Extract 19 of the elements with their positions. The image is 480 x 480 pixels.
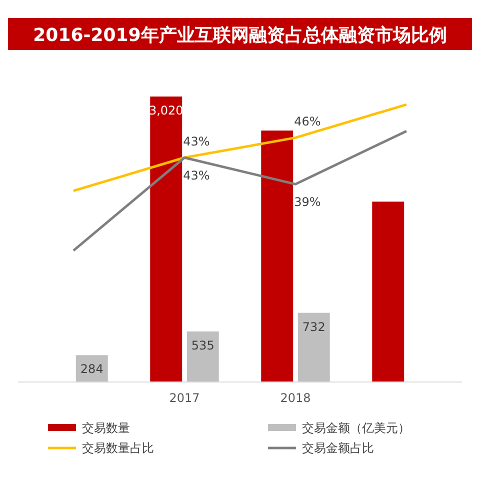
x-tick-label: 2018 (280, 391, 311, 405)
data-label: 284 (80, 362, 104, 376)
legend-label: 交易金额（亿美元） (302, 421, 410, 435)
bar (372, 202, 404, 382)
legend-label: 交易金额占比 (302, 441, 374, 455)
data-label: 43% (183, 134, 210, 149)
x-tick-label: 2017 (169, 391, 200, 405)
data-label: 43% (183, 168, 210, 183)
bar (150, 96, 182, 382)
legend-label: 交易数量 (82, 421, 130, 435)
bar (298, 312, 330, 382)
chart-title: 2016-2019年产业互联网融资占总体融资市场比例 (33, 25, 447, 46)
data-label: 39% (294, 195, 321, 210)
bar (261, 130, 294, 382)
data-label: 732 (302, 320, 326, 334)
data-label: 535 (191, 338, 214, 352)
data-label: 46% (294, 114, 321, 129)
bar (186, 331, 219, 382)
legend-label: 交易数量占比 (82, 441, 154, 455)
